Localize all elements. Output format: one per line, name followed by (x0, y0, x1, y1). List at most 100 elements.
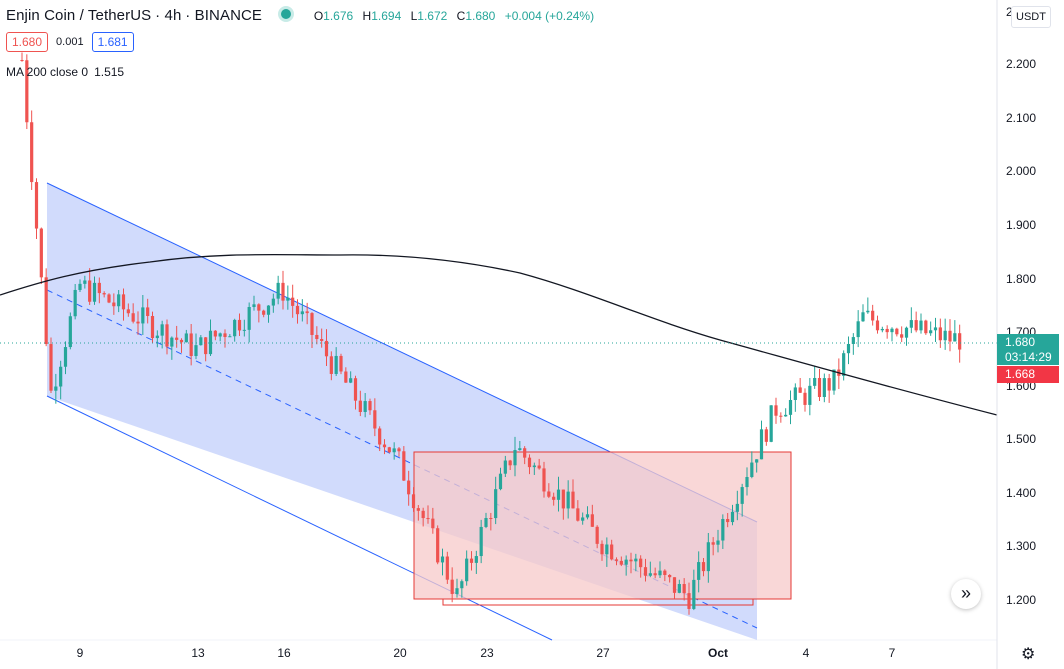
candle-body[interactable] (885, 328, 889, 333)
candle-body[interactable] (866, 310, 870, 313)
candle-body[interactable] (421, 510, 425, 519)
candle-body[interactable] (179, 339, 184, 343)
candle-body[interactable] (494, 489, 498, 519)
candle-body[interactable] (387, 447, 391, 453)
candle-body[interactable] (107, 294, 111, 303)
candle-body[interactable] (257, 304, 261, 311)
candle-body[interactable] (78, 283, 82, 290)
candle-body[interactable] (416, 508, 420, 511)
candle-body[interactable] (204, 337, 208, 355)
candle-body[interactable] (88, 280, 92, 302)
candle-body[interactable] (474, 556, 478, 563)
candle-body[interactable] (909, 320, 913, 328)
candle-body[interactable] (300, 311, 304, 315)
ma-200-line[interactable] (0, 253, 998, 416)
candle-body[interactable] (682, 584, 686, 594)
candle-body[interactable] (315, 334, 319, 340)
candle-body[interactable] (750, 462, 754, 478)
candle-body[interactable] (518, 448, 522, 451)
candle-body[interactable] (721, 518, 725, 541)
candle-body[interactable] (445, 556, 449, 580)
candle-body[interactable] (745, 477, 749, 488)
candle-body[interactable] (469, 558, 474, 563)
candle-body[interactable] (411, 494, 416, 509)
candle-body[interactable] (382, 444, 387, 448)
candle-body[interactable] (440, 556, 445, 563)
candle-body[interactable] (117, 294, 121, 307)
candle-body[interactable] (431, 518, 435, 529)
candle-body[interactable] (668, 574, 672, 578)
candle-body[interactable] (643, 567, 648, 576)
candle-body[interactable] (851, 337, 855, 344)
candle-body[interactable] (378, 428, 382, 445)
candle-body[interactable] (25, 60, 29, 123)
candle-body[interactable] (576, 508, 580, 521)
candle-body[interactable] (716, 540, 720, 545)
candle-body[interactable] (184, 333, 188, 343)
candle-body[interactable] (711, 542, 715, 545)
candle-body[interactable] (890, 328, 894, 333)
candle-body[interactable] (953, 333, 957, 342)
candle-body[interactable] (63, 347, 68, 367)
candle-body[interactable] (92, 282, 97, 302)
candle-body[interactable] (648, 573, 652, 576)
market-status-icon[interactable] (277, 6, 294, 22)
candle-body[interactable] (532, 465, 536, 468)
symbol-name[interactable]: Enjin Coin / TetherUS (6, 7, 152, 24)
candle-body[interactable] (793, 387, 797, 400)
candle-body[interactable] (228, 336, 232, 338)
candle-body[interactable] (320, 339, 324, 341)
candle-body[interactable] (842, 353, 846, 376)
candle-body[interactable] (856, 321, 860, 338)
candle-body[interactable] (175, 337, 179, 340)
candle-body[interactable] (701, 562, 706, 572)
candle-body[interactable] (34, 182, 39, 229)
candle-body[interactable] (624, 559, 628, 565)
candle-body[interactable] (561, 489, 565, 509)
candle-body[interactable] (170, 337, 174, 347)
candle-body[interactable] (788, 399, 793, 415)
candle-body[interactable] (358, 400, 362, 412)
candle-body[interactable] (895, 328, 899, 335)
candle-body[interactable] (706, 542, 710, 572)
candle-body[interactable] (286, 297, 290, 301)
candle-body[interactable] (208, 330, 213, 355)
candle-body[interactable] (827, 378, 831, 391)
candle-body[interactable] (218, 333, 222, 337)
candle-body[interactable] (755, 459, 759, 463)
candle-body[interactable] (131, 313, 135, 322)
candle-body[interactable] (373, 410, 377, 429)
candle-body[interactable] (426, 518, 430, 520)
candle-body[interactable] (938, 327, 942, 341)
candle-body[interactable] (165, 324, 169, 347)
candle-body[interactable] (112, 302, 116, 307)
candle-body[interactable] (479, 526, 483, 557)
currency-unit-button[interactable]: USDT (1011, 6, 1051, 28)
candle-body[interactable] (455, 588, 459, 594)
candle-body[interactable] (697, 562, 701, 580)
interval-value[interactable]: 4h (164, 7, 182, 24)
candle-body[interactable] (237, 319, 242, 331)
double-chevron-right-icon[interactable]: » (951, 579, 981, 609)
candle-body[interactable] (610, 544, 614, 560)
candle-body[interactable] (291, 297, 295, 306)
candle-body[interactable] (189, 333, 193, 357)
candle-body[interactable] (769, 405, 773, 442)
candle-body[interactable] (600, 543, 604, 555)
candle-body[interactable] (339, 355, 343, 372)
candle-body[interactable] (266, 305, 271, 315)
candle-body[interactable] (556, 489, 561, 500)
candle-body[interactable] (740, 487, 744, 504)
candle-body[interactable] (658, 570, 662, 576)
candle-body[interactable] (513, 450, 517, 466)
candle-body[interactable] (880, 328, 884, 331)
candle-body[interactable] (349, 378, 353, 383)
candle-body[interactable] (730, 511, 735, 523)
candle-body[interactable] (914, 320, 918, 331)
candle-body[interactable] (213, 330, 217, 337)
candle-body[interactable] (155, 335, 159, 339)
candle-body[interactable] (150, 316, 155, 339)
candle-body[interactable] (547, 491, 551, 497)
candle-body[interactable] (368, 401, 372, 411)
